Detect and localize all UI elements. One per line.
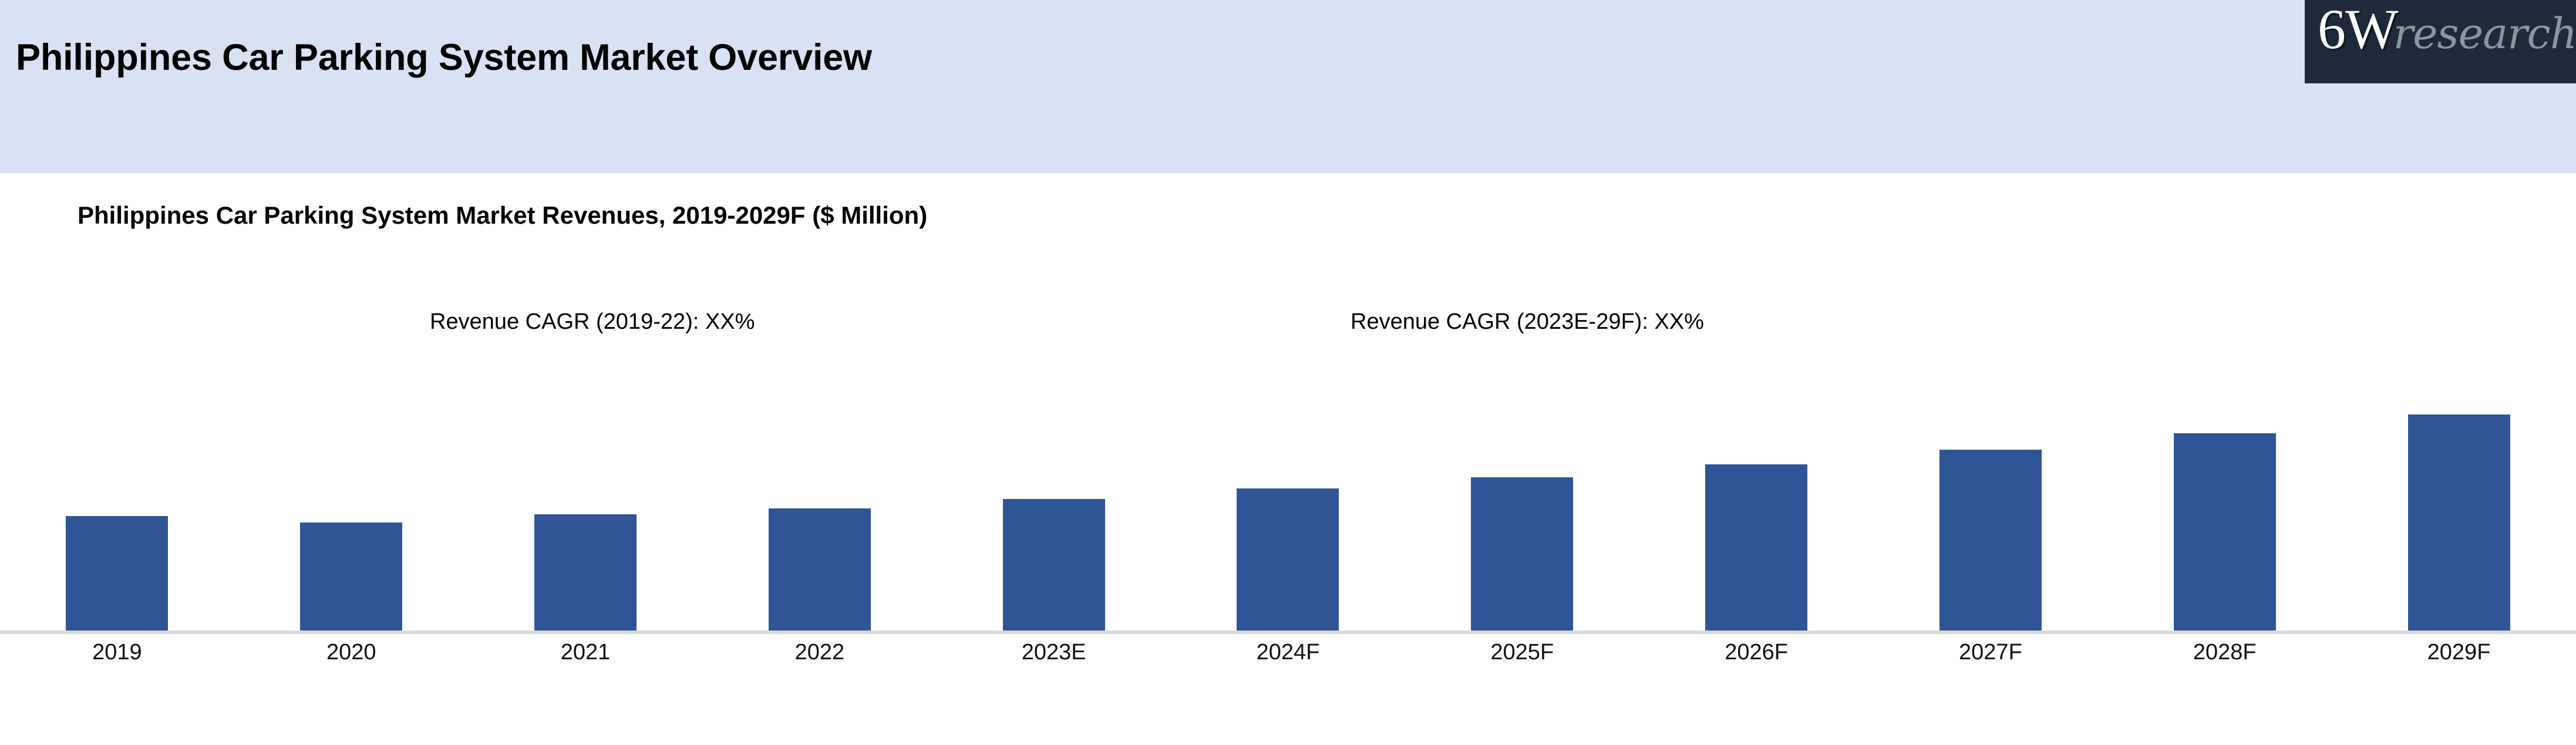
cagr-annotation-historic: Revenue CAGR (2019-22): XX% xyxy=(430,309,755,334)
bar-slot xyxy=(1171,350,1405,631)
x-axis-tick-slot: 2028F xyxy=(2107,640,2342,665)
bar-series xyxy=(0,350,2576,631)
bar-2028F[interactable] xyxy=(2173,433,2276,631)
bar-slot xyxy=(1639,350,1874,631)
bar-2024F[interactable] xyxy=(1237,488,1339,631)
x-axis-label-2023E: 2023E xyxy=(1021,640,1086,665)
bar-2026F[interactable] xyxy=(1705,464,1808,631)
bar-slot xyxy=(469,350,703,631)
bar-slot xyxy=(1405,350,1639,631)
x-axis-line xyxy=(0,631,2576,634)
bar-slot xyxy=(1874,350,2108,631)
chart-title: Philippines Car Parking System Market Re… xyxy=(78,201,928,229)
x-axis-tick-slot: 2021 xyxy=(469,640,703,665)
bar-slot xyxy=(0,350,234,631)
x-axis-label-2029F: 2029F xyxy=(2427,640,2491,665)
x-axis-tick-slot: 2019 xyxy=(0,640,234,665)
x-axis-tick-slot: 2025F xyxy=(1405,640,1639,665)
bar-2020[interactable] xyxy=(300,522,403,631)
bar-2022[interactable] xyxy=(768,508,871,631)
bar-slot xyxy=(234,350,469,631)
cagr-annotation-forecast: Revenue CAGR (2023E-29F): XX% xyxy=(1351,309,1704,334)
x-axis-tick-slot: 2024F xyxy=(1171,640,1405,665)
bar-2021[interactable] xyxy=(534,514,637,631)
x-axis-label-2027F: 2027F xyxy=(1959,640,2022,665)
bar-slot xyxy=(937,350,1171,631)
x-axis-label-2025F: 2025F xyxy=(1490,640,1554,665)
logo-mark-6w: 6W xyxy=(2318,0,2399,60)
logo-inner: 6Wresearch xyxy=(2318,1,2576,58)
x-axis-label-2022: 2022 xyxy=(794,640,845,665)
x-axis-label-2020: 2020 xyxy=(326,640,376,665)
x-axis-label-2024F: 2024F xyxy=(1256,640,1320,665)
chart-block: Philippines Car Parking System Market Re… xyxy=(0,173,2576,745)
x-axis-tick-slot: 2027F xyxy=(1874,640,2108,665)
x-axis-tick-slot: 2029F xyxy=(2342,640,2576,665)
logo-wordmark-research: research xyxy=(2393,9,2576,58)
header-band: Philippines Car Parking System Market Ov… xyxy=(0,0,2576,173)
x-axis-tick-slot: 2020 xyxy=(234,640,469,665)
bar-slot xyxy=(702,350,937,631)
x-axis-tick-slot: 2026F xyxy=(1639,640,1874,665)
company-logo: 6Wresearch xyxy=(2305,0,2576,83)
bar-2019[interactable] xyxy=(66,516,169,631)
x-axis-label-2019: 2019 xyxy=(92,640,142,665)
bar-2027F[interactable] xyxy=(1939,450,2042,631)
x-axis-labels: 2019 2020 2021 2022 2023E 2024F 2025F 2026F 2027… xyxy=(0,640,2576,665)
bar-2029F[interactable] xyxy=(2407,414,2510,631)
plot-area xyxy=(0,346,2576,640)
page-title: Philippines Car Parking System Market Ov… xyxy=(16,37,872,78)
x-axis-label-2026F: 2026F xyxy=(1725,640,1788,665)
bar-2023E[interactable] xyxy=(1002,499,1105,631)
bar-2025F[interactable] xyxy=(1471,477,1574,631)
x-axis-tick-slot: 2022 xyxy=(702,640,937,665)
x-axis-label-2021: 2021 xyxy=(560,640,611,665)
bar-slot xyxy=(2107,350,2342,631)
x-axis-tick-slot: 2023E xyxy=(937,640,1171,665)
x-axis-label-2028F: 2028F xyxy=(2193,640,2257,665)
bar-slot xyxy=(2342,350,2576,631)
